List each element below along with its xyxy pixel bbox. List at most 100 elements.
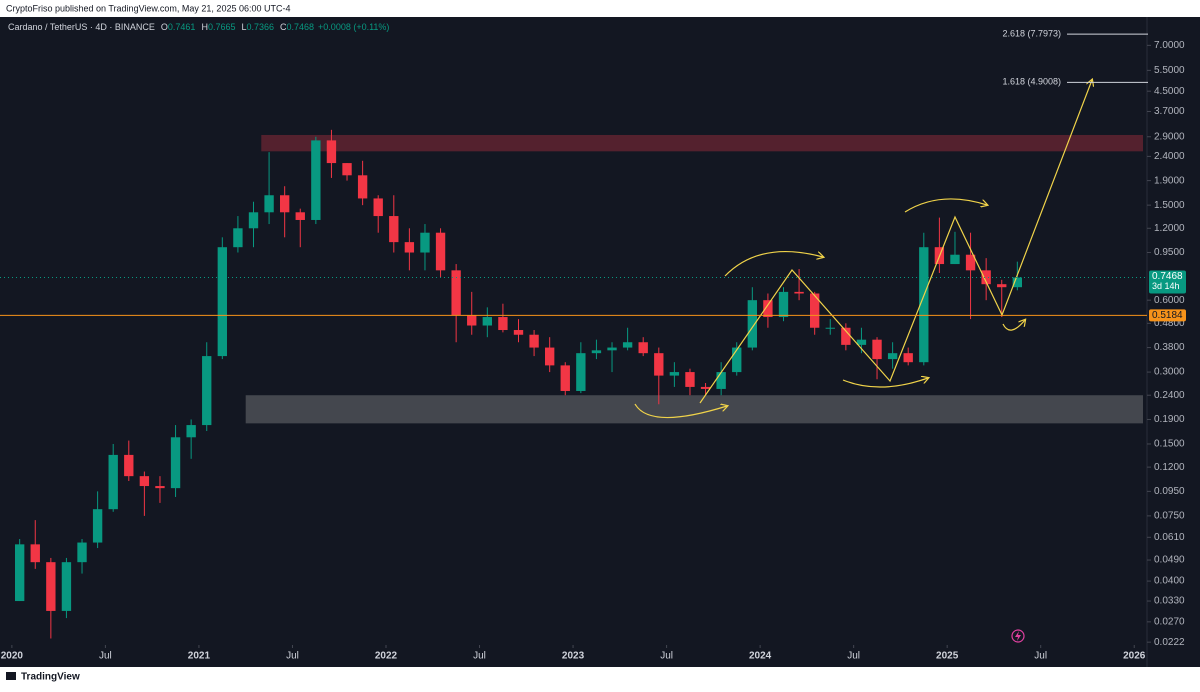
candle-body — [856, 339, 867, 345]
candle-body — [435, 232, 446, 271]
y-tick-label: 0.0222 — [1154, 637, 1185, 648]
candle-body — [513, 330, 524, 335]
price-zone — [261, 134, 1143, 152]
y-tick-label: 0.1200 — [1154, 462, 1185, 473]
candle-body — [373, 198, 383, 217]
y-tick-label: 0.0610 — [1154, 532, 1185, 543]
candle-body — [903, 353, 913, 363]
candle-body — [591, 350, 602, 354]
x-tick-label: 2021 — [188, 651, 211, 662]
ohlc-key: O — [161, 22, 168, 32]
x-tick-label: 2023 — [562, 651, 585, 662]
candle-body — [233, 228, 243, 248]
countdown-label: 3d 14h — [1152, 281, 1180, 291]
drawings — [634, 80, 1092, 419]
candle-body — [482, 317, 492, 326]
candle-body — [46, 562, 56, 611]
candle-body — [217, 247, 227, 357]
x-tick-label: Jul — [99, 651, 112, 662]
ohlc-key: L — [241, 22, 246, 32]
curve-arrow — [904, 198, 987, 213]
candle-body — [404, 242, 415, 253]
y-tick-label: 5.5000 — [1154, 65, 1185, 76]
y-tick-label: 0.0750 — [1154, 511, 1185, 522]
brand: TradingView — [21, 672, 80, 683]
y-tick-label: 2.9000 — [1154, 131, 1185, 142]
candle-body — [295, 212, 305, 220]
candle-body — [451, 270, 461, 316]
candle-body — [622, 342, 633, 348]
hline-price-label: 0.5184 — [1152, 310, 1183, 321]
y-tick-label: 7.0000 — [1154, 40, 1185, 51]
candle-body — [560, 365, 570, 391]
candle-body — [981, 270, 991, 285]
candle-body — [887, 353, 898, 360]
brand-logo — [6, 672, 16, 680]
candle-body — [685, 372, 695, 387]
candle-body — [950, 254, 960, 265]
ohlc-value: 0.7468 — [287, 22, 315, 32]
change: +0.0008 (+0.11%) — [318, 22, 389, 32]
candles — [14, 129, 1023, 639]
curve-arrow — [1002, 320, 1025, 331]
fib-label: 1.618 (4.9008) — [1002, 77, 1061, 87]
x-tick-label: 2025 — [936, 651, 959, 662]
candle-body — [841, 327, 851, 345]
fib-label: 2.618 (7.7973) — [1002, 29, 1061, 39]
x-tick-label: 2022 — [375, 651, 398, 662]
symbol-legend: Cardano / TetherUS · 4D · BINANCE O0.7461… — [8, 22, 389, 32]
y-tick-label: 0.1500 — [1154, 439, 1185, 450]
last-price-box — [1149, 270, 1186, 294]
candle-body — [1012, 277, 1023, 288]
axes: 7.0000 5.5000 4.5000 3.7000 2.9000 2.4000 1.90… — [0, 22, 1186, 662]
candle-body — [77, 542, 87, 563]
y-tick-label: 2.4000 — [1154, 151, 1185, 162]
candle-body — [342, 163, 352, 176]
y-tick-label: 1.2000 — [1154, 223, 1185, 234]
x-tick-label: 2026 — [1123, 651, 1146, 662]
ohlc-key: H — [201, 22, 208, 32]
x-tick-label: Jul — [473, 651, 486, 662]
x-tick-label: Jul — [660, 651, 673, 662]
candle-body — [311, 140, 321, 220]
last-price-label: 0.7468 — [1152, 271, 1183, 282]
y-tick-label: 1.9000 — [1154, 175, 1185, 186]
candle-body — [809, 293, 820, 328]
candle-body — [155, 486, 165, 489]
price-zone — [245, 395, 1144, 424]
candle-body — [997, 284, 1007, 288]
y-tick-label: 4.5000 — [1154, 86, 1185, 97]
y-tick-label: 0.3800 — [1154, 342, 1185, 353]
candle-body — [61, 562, 72, 611]
curve-arrow — [634, 404, 727, 419]
chart-background — [0, 17, 1200, 667]
candle-body — [576, 353, 586, 391]
y-tick-label: 0.2400 — [1154, 390, 1185, 401]
candle-body — [248, 212, 259, 229]
candle-body — [467, 315, 477, 326]
x-tick-label: Jul — [847, 651, 860, 662]
ohlc-value: 0.7366 — [246, 22, 274, 32]
candle-body — [139, 476, 150, 487]
x-tick-label: 2020 — [1, 651, 24, 662]
y-tick-label: 0.0490 — [1154, 555, 1185, 566]
candle-body — [202, 356, 212, 426]
y-tick-label: 0.0400 — [1154, 576, 1185, 587]
candle-body — [186, 425, 196, 438]
y-tick-label: 0.3000 — [1154, 367, 1185, 378]
ohlc-value: 0.7461 — [168, 22, 196, 32]
candle-body — [326, 140, 337, 164]
y-tick-label: 0.4800 — [1154, 318, 1185, 329]
ohlc-key: C — [280, 22, 287, 32]
candle-body — [778, 291, 789, 318]
candle-body — [607, 347, 617, 351]
candle-body — [763, 300, 773, 318]
lightning-icon — [1011, 629, 1025, 643]
ohlc-value: 0.7665 — [208, 22, 236, 32]
candle-body — [389, 216, 399, 243]
candle-body — [108, 454, 118, 510]
footer-bar — [0, 667, 1200, 687]
candle-body — [747, 300, 757, 348]
